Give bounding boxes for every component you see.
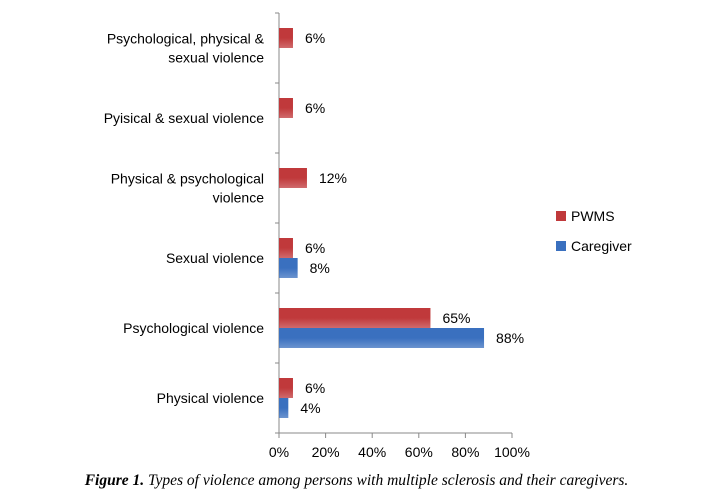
data-label: 4% bbox=[300, 400, 320, 416]
bar-pwms bbox=[279, 238, 293, 258]
legend-swatch-pwms bbox=[556, 211, 566, 221]
bar-pwms bbox=[279, 378, 293, 398]
caption-text: Types of violence among persons with mul… bbox=[144, 472, 629, 489]
x-tick-label: 20% bbox=[312, 444, 340, 460]
legend-label: PWMS bbox=[571, 208, 615, 224]
category-label: Psychological violence bbox=[123, 320, 264, 336]
bar-caregiver bbox=[279, 328, 485, 348]
data-label: 88% bbox=[496, 330, 524, 346]
data-label: 6% bbox=[305, 240, 325, 256]
bar-caregiver bbox=[279, 258, 298, 278]
category-label: Psychological, physical & sexual violence bbox=[107, 31, 265, 66]
figure-caption: Figure 1. Types of violence among person… bbox=[0, 472, 713, 490]
data-label: 8% bbox=[310, 260, 330, 276]
data-label: 6% bbox=[305, 30, 325, 46]
legend-label: Caregiver bbox=[571, 238, 632, 254]
category-label: Physical violence bbox=[157, 390, 265, 406]
category-label: Pyisical & sexual violence bbox=[104, 110, 265, 126]
category-label: Sexual violence bbox=[166, 250, 264, 266]
data-label: 6% bbox=[305, 380, 325, 396]
x-tick-label: 60% bbox=[405, 444, 433, 460]
bar-chart: 0% 20% 40% 60% 80% 100% Physical violence 6% 4% P… bbox=[104, 12, 632, 460]
legend-swatch-caregiver bbox=[556, 241, 566, 251]
bar-pwms bbox=[279, 168, 307, 188]
x-tick-label: 80% bbox=[451, 444, 479, 460]
bar-caregiver bbox=[279, 398, 289, 418]
x-tick-label: 40% bbox=[358, 444, 386, 460]
bar-pwms bbox=[279, 98, 293, 118]
data-label: 12% bbox=[319, 170, 347, 186]
category-label: Physical & psychological violence bbox=[111, 171, 265, 206]
caption-label: Figure 1. bbox=[84, 472, 145, 489]
data-label: 6% bbox=[305, 100, 325, 116]
data-label: 65% bbox=[442, 310, 470, 326]
bar-pwms bbox=[279, 308, 431, 328]
x-tick-label: 0% bbox=[269, 444, 289, 460]
bar-pwms bbox=[279, 28, 293, 48]
x-tick-label: 100% bbox=[494, 444, 530, 460]
